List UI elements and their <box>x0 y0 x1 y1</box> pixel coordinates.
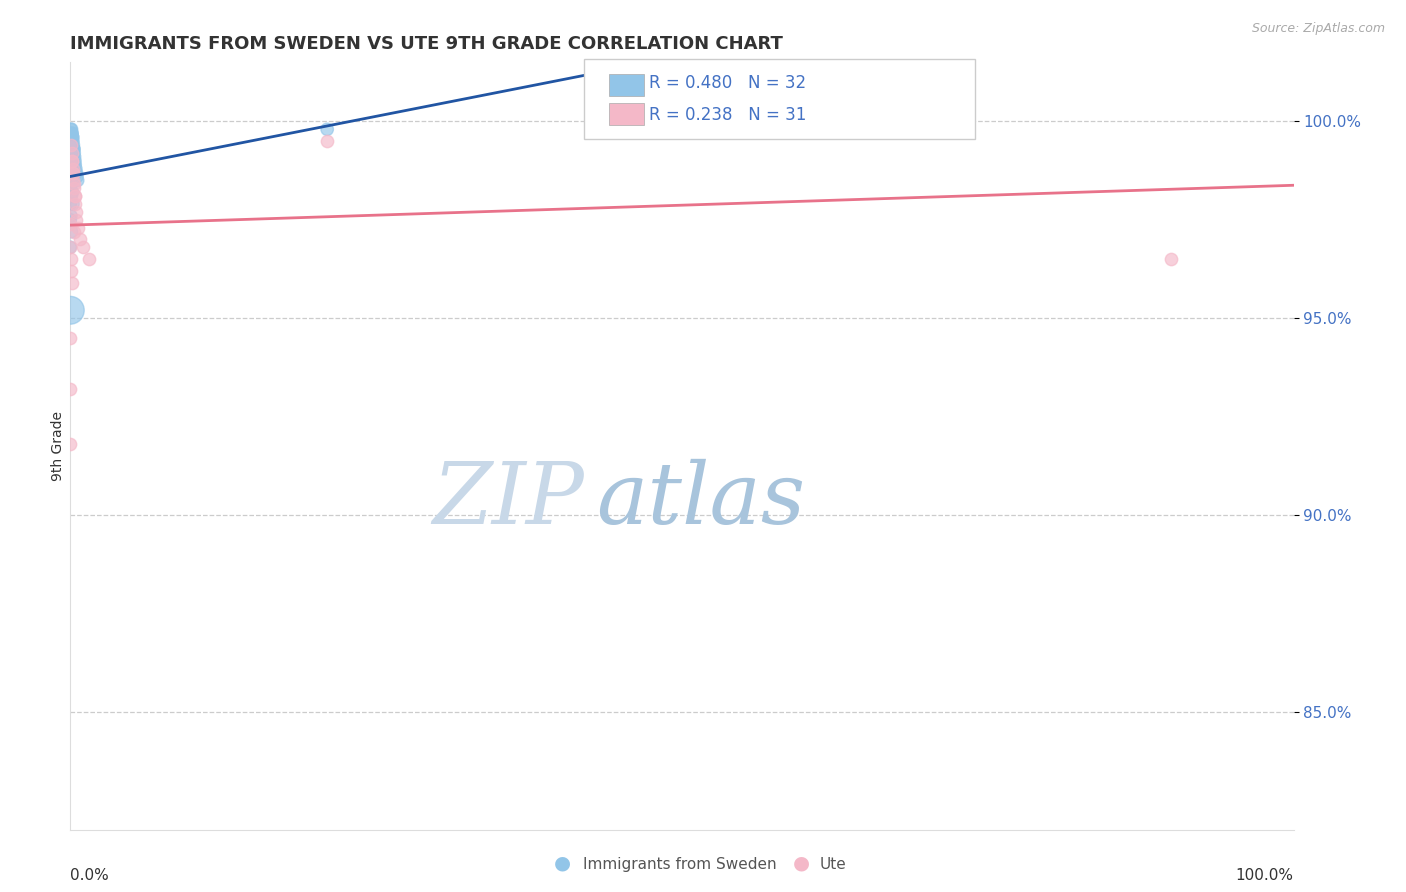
Point <box>316 122 339 136</box>
Text: ●: ● <box>793 854 810 872</box>
Point <box>66 169 89 184</box>
Point <box>62 165 84 179</box>
Point <box>59 240 82 254</box>
Point <box>59 181 82 195</box>
Point <box>60 153 83 168</box>
Point <box>59 252 82 267</box>
Point <box>63 197 86 211</box>
Point <box>63 181 86 195</box>
Point <box>316 134 339 148</box>
Point <box>60 158 83 172</box>
Point <box>62 173 84 187</box>
Point <box>62 161 84 176</box>
Point <box>60 126 83 140</box>
Point <box>59 212 82 227</box>
Point <box>59 217 82 231</box>
Text: atlas: atlas <box>596 458 806 541</box>
Point <box>62 138 84 153</box>
Y-axis label: 9th Grade: 9th Grade <box>51 411 65 481</box>
Point <box>72 240 94 254</box>
Point <box>66 220 89 235</box>
FancyBboxPatch shape <box>609 103 644 126</box>
Point <box>59 209 82 223</box>
Point <box>63 142 86 156</box>
Point <box>59 178 82 192</box>
FancyBboxPatch shape <box>583 59 976 139</box>
Point <box>63 189 86 203</box>
Point <box>60 189 83 203</box>
Point <box>65 212 87 227</box>
Point <box>63 225 86 239</box>
Point <box>62 197 84 211</box>
Text: IMMIGRANTS FROM SWEDEN VS UTE 9TH GRADE CORRELATION CHART: IMMIGRANTS FROM SWEDEN VS UTE 9TH GRADE … <box>70 35 783 53</box>
Point <box>59 303 82 318</box>
Text: Source: ZipAtlas.com: Source: ZipAtlas.com <box>1251 22 1385 36</box>
Point <box>63 153 86 168</box>
Point <box>63 145 86 160</box>
Point <box>62 165 84 179</box>
Point <box>60 126 83 140</box>
Point <box>59 437 82 451</box>
Point <box>60 122 83 136</box>
Point <box>65 165 87 179</box>
Point <box>62 186 84 200</box>
Point <box>63 150 86 164</box>
Point <box>62 130 84 145</box>
Point <box>66 173 89 187</box>
Text: ●: ● <box>554 854 571 872</box>
Text: 0.0%: 0.0% <box>70 868 110 883</box>
Point <box>60 225 83 239</box>
Point <box>59 122 82 136</box>
Text: Ute: Ute <box>820 857 846 872</box>
Point <box>59 138 82 153</box>
Point <box>63 178 86 192</box>
Point <box>69 232 91 246</box>
Point <box>65 161 87 176</box>
Point <box>62 142 84 156</box>
Point <box>59 382 82 396</box>
Text: R = 0.480   N = 32: R = 0.480 N = 32 <box>650 74 806 92</box>
Point <box>63 158 86 172</box>
Point <box>60 153 83 168</box>
Point <box>63 189 86 203</box>
FancyBboxPatch shape <box>609 74 644 96</box>
Text: R = 0.238   N = 31: R = 0.238 N = 31 <box>650 105 806 124</box>
Text: 100.0%: 100.0% <box>1236 868 1294 883</box>
Point <box>62 130 84 145</box>
Point <box>60 264 83 278</box>
Text: Immigrants from Sweden: Immigrants from Sweden <box>583 857 778 872</box>
Point <box>60 276 83 290</box>
Point <box>59 331 82 345</box>
Point <box>60 145 83 160</box>
Point <box>65 205 87 219</box>
Point <box>59 197 82 211</box>
Point <box>60 169 83 184</box>
Point <box>1160 252 1182 267</box>
Point <box>62 134 84 148</box>
Text: ZIP: ZIP <box>432 458 583 541</box>
Point <box>891 122 914 136</box>
Point <box>77 252 100 267</box>
Point <box>59 240 82 254</box>
